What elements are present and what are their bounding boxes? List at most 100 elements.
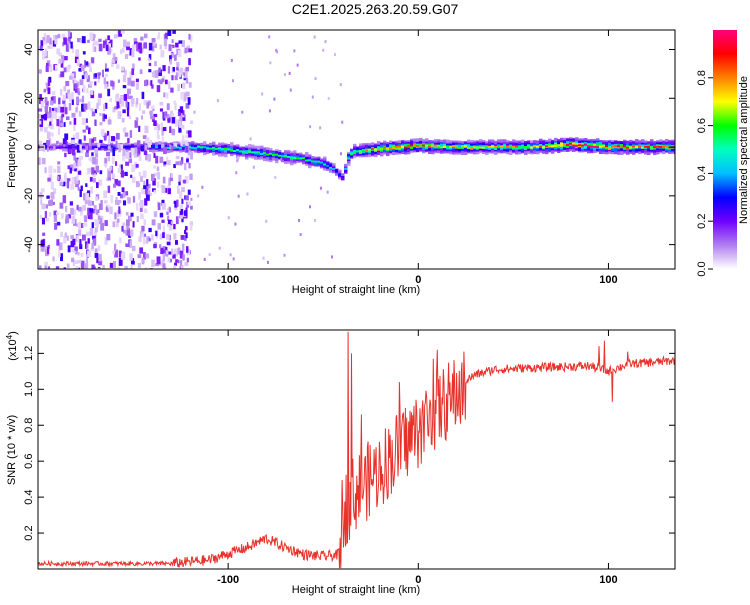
spectrogram-cell <box>440 143 444 148</box>
spectrogram-noise-cell <box>341 120 344 124</box>
spectrogram-noise-cell <box>88 167 92 173</box>
spectrogram-noise-cell <box>112 173 116 179</box>
spectrogram-noise-cell <box>75 249 78 255</box>
spectrogram-noise-cell <box>135 163 139 168</box>
spectrogram-noise-cell <box>326 190 329 194</box>
spectrogram-noise-cell <box>166 233 170 240</box>
snr-xtick-label: 0 <box>415 574 421 586</box>
snr-frame <box>37 329 676 570</box>
colorbar-tick-label: 0.6 <box>696 118 708 133</box>
spectrogram-noise-cell <box>124 69 128 75</box>
spectrogram-noise-cell <box>64 152 67 158</box>
spectrogram-noise-cell <box>90 90 94 95</box>
spectrogram-noise-cell <box>142 135 147 139</box>
spectrogram-noise-cell <box>96 220 100 228</box>
spectrogram-frame <box>37 29 676 270</box>
spectrogram-noise-cell <box>134 120 138 128</box>
spectrogram-noise-cell <box>185 232 188 239</box>
spectrogram-noise-cell <box>81 65 85 71</box>
snr-ytick-label: 0.2 <box>23 525 35 540</box>
spectrogram-noise-cell <box>201 185 204 189</box>
spectrogram-noise-cell <box>136 140 141 148</box>
spectrogram-noise-cell <box>44 264 47 269</box>
spectrogram-noise-cell <box>139 247 144 254</box>
spectrogram-cell <box>596 143 600 148</box>
spectrogram-cell <box>590 143 594 148</box>
spectrogram-cell <box>437 144 441 147</box>
spectrogram-noise-cell <box>171 128 176 136</box>
spectrogram-noise-cell <box>168 44 172 52</box>
spectrogram-noise-cell <box>94 248 98 253</box>
spectrogram-noise-cell <box>103 190 108 199</box>
spectrogram-noise-cell <box>68 148 72 154</box>
spectrogram-noise-cell <box>119 168 123 174</box>
spectrogram-cell <box>359 150 363 153</box>
spectrogram-cell <box>182 145 186 150</box>
spectrogram-noise-cell <box>81 223 84 228</box>
spectrogram-noise-cell <box>104 157 107 164</box>
spectrogram-noise-cell <box>54 107 58 113</box>
spectrogram-noise-cell <box>143 219 147 226</box>
spectrogram-noise-cell <box>58 73 62 78</box>
spectrogram-cell <box>227 148 231 151</box>
spectrogram-cell <box>122 146 126 149</box>
spectrogram-cell <box>572 144 576 147</box>
snr-ytick-label: 0.6 <box>23 454 35 469</box>
spectrogram-noise-cell <box>159 44 163 50</box>
spectrogram-noise-cell <box>91 111 96 117</box>
spectrogram-noise-cell <box>171 145 175 150</box>
spectrogram-cell <box>599 145 603 148</box>
spectrogram-cell <box>218 147 222 152</box>
spectrogram-noise-cell <box>144 80 148 87</box>
spectrogram-noise-cell <box>182 254 185 261</box>
spectrogram-noise-cell <box>293 49 296 53</box>
spectrogram-noise-cell <box>160 50 165 58</box>
spectrogram-cell <box>635 146 639 149</box>
spectrogram-cell <box>650 146 654 149</box>
spectrogram-noise-cell <box>176 199 179 207</box>
colorbar-gradient <box>713 30 737 269</box>
spectrogram-cell <box>245 151 249 154</box>
spectrogram-cell <box>638 145 642 148</box>
spectrogram-noise-cell <box>105 177 109 182</box>
spectrogram-noise-cell <box>127 77 132 86</box>
spectrogram-noise-cell <box>180 208 184 215</box>
spectrogram-cell <box>443 143 447 148</box>
spectrogram-noise-cell <box>129 240 133 248</box>
spectrogram-noise-cell <box>74 56 79 63</box>
spectrogram-noise-cell <box>283 253 286 257</box>
spectrogram-noise-cell <box>148 69 152 73</box>
spectrogram-noise-cell <box>109 98 112 103</box>
spectrogram-noise-cell <box>94 229 97 238</box>
spectrogram-noise-cell <box>112 53 116 59</box>
spectrogram-noise-cell <box>114 249 119 258</box>
spectrogram-noise-cell <box>116 101 120 109</box>
spectrogram-noise-cell <box>169 59 172 65</box>
spectrogram-noise-cell <box>165 111 168 116</box>
spectrogram-cell <box>128 145 132 148</box>
spectrogram-noise-cell <box>162 176 166 184</box>
spectrogram-noise-cell <box>189 151 194 160</box>
spectrogram-noise-cell <box>179 204 183 211</box>
spectrogram-noise-cell <box>68 102 72 111</box>
spectrogram-cell <box>425 144 429 149</box>
spectrogram-noise-cell <box>42 144 46 152</box>
spectrogram-noise-cell <box>48 111 52 118</box>
spectrogram-noise-cell <box>44 167 47 174</box>
spectrogram-noise-cell <box>299 233 302 237</box>
spectrogram-noise-cell <box>98 179 103 186</box>
spectrogram-noise-cell <box>118 257 123 266</box>
spectrogram-noise-cell <box>203 257 206 261</box>
spectrogram-noise-cell <box>89 62 92 70</box>
spectrogram-cell <box>539 146 543 149</box>
spectrogram-noise-cell <box>104 102 108 109</box>
spectrogram-cell <box>251 151 255 154</box>
spectrogram-cell <box>443 146 447 149</box>
spectrogram-noise-cell <box>49 121 52 126</box>
spectrogram-noise-cell <box>127 137 130 144</box>
spectrogram-cell <box>377 148 381 151</box>
spectrogram-noise-cell <box>229 253 232 257</box>
spectrogram-cell <box>317 161 321 166</box>
spectrogram-noise-cell <box>208 253 211 257</box>
spectrogram-noise-cell <box>46 131 51 139</box>
